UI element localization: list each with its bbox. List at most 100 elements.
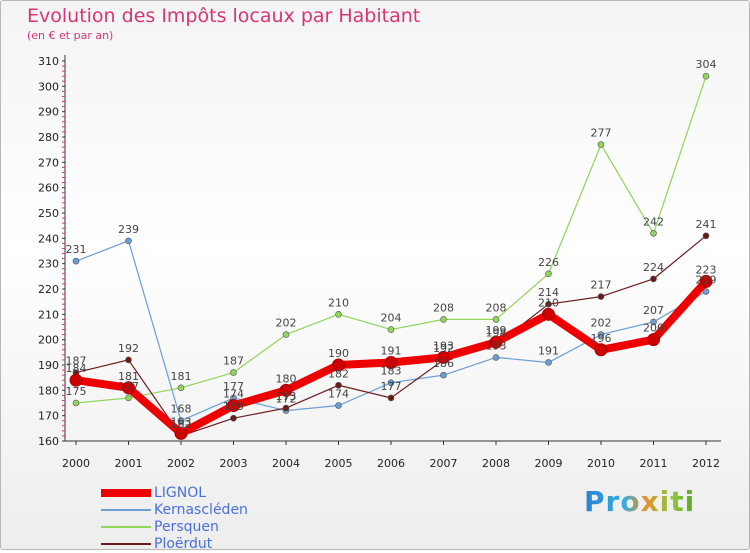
- data-point: [492, 354, 500, 361]
- data-label: 198: [486, 327, 507, 340]
- y-tick-label: 160: [38, 435, 59, 448]
- data-label: 224: [643, 261, 664, 274]
- data-point: [597, 331, 605, 338]
- data-label: 174: [223, 388, 244, 401]
- data-label: 242: [643, 215, 664, 228]
- data-point: [702, 232, 710, 240]
- data-point: [177, 384, 185, 392]
- legend-label: Kernascléden: [154, 502, 248, 518]
- data-label: 187: [66, 355, 87, 368]
- x-tick-label: 2008: [482, 457, 510, 470]
- data-label: 210: [328, 296, 349, 309]
- legend-label: Persquen: [154, 519, 219, 535]
- data-point: [437, 350, 450, 364]
- data-point: [489, 335, 503, 349]
- data-label: 200: [643, 322, 664, 335]
- data-point: [230, 369, 237, 376]
- x-tick-label: 2002: [167, 457, 195, 470]
- data-point: [440, 371, 447, 379]
- data-point: [702, 288, 710, 295]
- data-label: 196: [591, 332, 612, 345]
- y-tick-label: 250: [38, 207, 59, 220]
- data-point: [492, 316, 500, 323]
- x-tick-label: 2006: [377, 457, 405, 470]
- data-point: [177, 417, 185, 425]
- data-label: 304: [696, 58, 717, 71]
- data-point: [699, 274, 713, 288]
- y-tick-label: 310: [38, 55, 59, 68]
- data-point: [332, 358, 345, 372]
- x-tick-label: 2009: [535, 457, 563, 470]
- data-label: 193: [486, 339, 507, 352]
- axes: 160 170 180 190 200 210 220 230 240 250 260 270 280 2…: [38, 55, 721, 470]
- data-label: 180: [276, 372, 297, 385]
- data-label: 175: [66, 385, 87, 398]
- data-point: [597, 293, 605, 300]
- data-point: [702, 72, 710, 80]
- data-point: [72, 257, 80, 265]
- data-label: 192: [433, 342, 454, 355]
- proxiti-logo: Proxiti: [584, 485, 696, 518]
- data-point: [227, 399, 240, 413]
- legend-swatch: [101, 526, 151, 528]
- data-point: [69, 373, 83, 387]
- data-label: 193: [433, 339, 454, 352]
- data-point: [647, 333, 660, 347]
- data-label: 223: [696, 263, 717, 276]
- data-label: 184: [66, 362, 87, 375]
- data-label: 239: [118, 223, 139, 236]
- data-label: 182: [328, 367, 349, 380]
- y-tick-label: 210: [38, 308, 59, 321]
- data-label: 186: [433, 357, 454, 370]
- data-label: 173: [276, 390, 297, 403]
- data-point: [545, 300, 552, 308]
- data-label: 168: [171, 403, 192, 416]
- data-point: [125, 356, 132, 364]
- data-label: 192: [118, 342, 139, 355]
- x-tick-label: 2000: [62, 457, 90, 470]
- data-point: [440, 316, 447, 323]
- x-tick-label: 2003: [220, 457, 248, 470]
- data-point: [650, 275, 657, 283]
- data-label: 231: [66, 243, 87, 256]
- x-tick-label: 2005: [325, 457, 353, 470]
- data-label: 241: [696, 218, 717, 231]
- data-point: [597, 141, 605, 148]
- data-label: 174: [328, 388, 349, 401]
- legend: LIGNOL Kernascléden Persquen Ploërdut: [101, 485, 321, 553]
- data-label: 208: [433, 301, 454, 314]
- data-point: [545, 359, 552, 366]
- data-label: 177: [381, 380, 402, 393]
- data-point: [125, 394, 132, 402]
- data-label: 202: [276, 317, 297, 330]
- y-tick-label: 270: [38, 156, 59, 169]
- line-chart: 160 170 180 190 200 210 220 230 240 250 260 270 280 2…: [38, 55, 721, 470]
- y-tick-label: 230: [38, 258, 59, 271]
- data-label: 191: [381, 344, 402, 357]
- data-point: [335, 402, 342, 409]
- legend-swatch: [101, 489, 151, 497]
- y-tick-label: 290: [38, 106, 59, 119]
- y-tick-label: 260: [38, 182, 59, 195]
- data-label: 177: [118, 380, 139, 393]
- series-layer: [69, 72, 713, 440]
- data-point: [384, 355, 398, 369]
- y-tick-label: 220: [38, 283, 59, 296]
- data-point: [72, 399, 80, 407]
- data-point: [387, 326, 395, 333]
- x-tick-label: 2010: [587, 457, 615, 470]
- legend-swatch: [101, 509, 151, 511]
- x-tick-label: 2012: [692, 457, 720, 470]
- data-label: 162: [171, 418, 192, 431]
- data-label: 277: [591, 127, 612, 140]
- data-point: [542, 307, 555, 321]
- data-label: 226: [538, 256, 559, 269]
- data-label: 217: [591, 279, 612, 292]
- data-label: 219: [696, 274, 717, 287]
- y-tick-label: 300: [38, 80, 59, 93]
- y-tick-label: 200: [38, 334, 59, 347]
- data-label: 177: [223, 380, 244, 393]
- data-label: 181: [118, 370, 139, 383]
- data-label: 172: [276, 393, 297, 406]
